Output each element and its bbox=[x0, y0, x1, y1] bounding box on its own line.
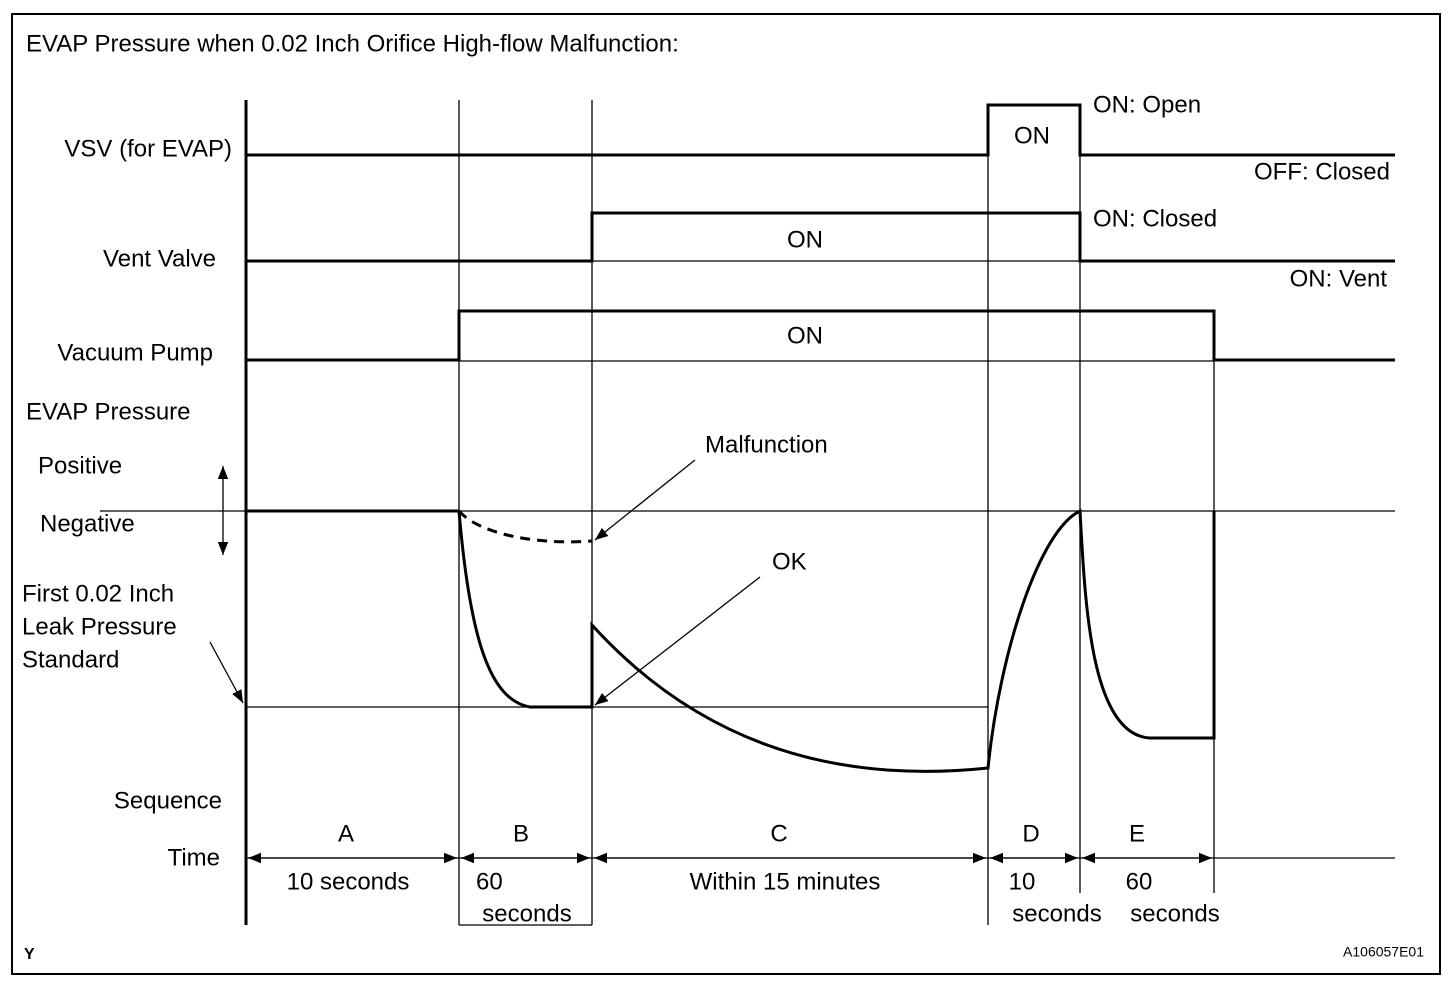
time-label: seconds bbox=[482, 900, 571, 927]
title: EVAP Pressure when 0.02 Inch Orifice Hig… bbox=[26, 30, 679, 57]
row-label: First 0.02 Inch bbox=[22, 580, 174, 607]
state-label: ON bbox=[787, 226, 823, 253]
time-label: seconds bbox=[1012, 900, 1101, 927]
sequence-label: B bbox=[513, 820, 529, 847]
state-label: ON: Vent bbox=[1290, 265, 1388, 292]
row-label: Time bbox=[168, 844, 220, 871]
state-label: ON: Closed bbox=[1093, 205, 1217, 232]
state-label: ON: Open bbox=[1093, 91, 1201, 118]
labels: EVAP Pressure when 0.02 Inch Orifice Hig… bbox=[22, 30, 1424, 963]
time-label: Within 15 minutes bbox=[690, 868, 881, 895]
state-label: ON bbox=[787, 322, 823, 349]
row-label: Negative bbox=[40, 510, 135, 537]
state-label: OFF: Closed bbox=[1254, 158, 1390, 185]
frame bbox=[11, 13, 1441, 975]
time-label: 10 seconds bbox=[287, 868, 410, 895]
footer-right: A106057E01 bbox=[1343, 944, 1424, 960]
time-label: seconds bbox=[1130, 900, 1219, 927]
sequence-label: C bbox=[770, 820, 787, 847]
row-label: Positive bbox=[38, 452, 122, 479]
time-label: 10 bbox=[1009, 868, 1036, 895]
row-label: Leak Pressure bbox=[22, 613, 177, 640]
row-label: Standard bbox=[22, 646, 119, 673]
footer-left: Y bbox=[24, 946, 35, 963]
grid-lines bbox=[244, 100, 1215, 926]
annotation: OK bbox=[772, 548, 807, 575]
sequence-label: D bbox=[1022, 820, 1039, 847]
row-label: VSV (for EVAP) bbox=[64, 135, 232, 162]
time-label: 60 bbox=[1126, 868, 1153, 895]
sequence-label: E bbox=[1129, 820, 1145, 847]
row-label: Vent Valve bbox=[103, 245, 216, 272]
row-label: Vacuum Pump bbox=[57, 339, 213, 366]
row-label: EVAP Pressure bbox=[26, 398, 191, 425]
state-label: ON bbox=[1014, 122, 1050, 149]
row-label: Sequence bbox=[114, 787, 222, 814]
time-label: 60 bbox=[476, 868, 503, 895]
sequence-label: A bbox=[338, 820, 354, 847]
annotation: Malfunction bbox=[705, 431, 828, 458]
arrows bbox=[209, 459, 1212, 864]
